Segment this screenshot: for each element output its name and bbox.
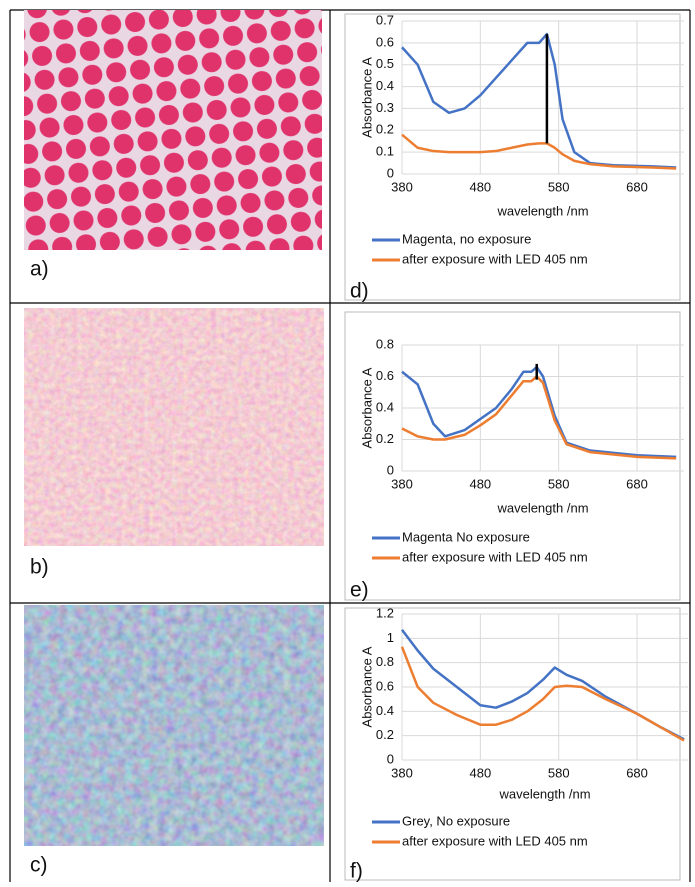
panel-label: f) (350, 860, 363, 882)
x-tick-label: 680 (626, 476, 648, 491)
y-axis-label: Absorbance A (359, 367, 374, 448)
y-tick-label: 0 (387, 751, 394, 766)
y-tick-label: 0.5 (376, 56, 394, 71)
data-line (401, 133, 677, 170)
x-axis-label: wavelength /nm (498, 786, 590, 801)
x-tick-label: 480 (469, 179, 491, 194)
y-tick-label: 1.2 (376, 605, 394, 620)
micrograph (24, 10, 322, 250)
panel-label: c) (30, 854, 48, 877)
y-tick-label: 0.4 (376, 78, 394, 93)
y-tick-label: 0.6 (376, 678, 394, 693)
panel-label: a) (30, 258, 49, 281)
y-tick-label: 0 (387, 165, 394, 180)
x-tick-label: 380 (391, 476, 413, 491)
x-tick-label: 480 (470, 765, 492, 780)
y-tick-label: 0.4 (376, 703, 394, 718)
y-tick-label: 0.7 (376, 12, 394, 27)
y-tick-label: 0.8 (376, 336, 394, 351)
data-line (401, 365, 677, 459)
x-tick-label: 580 (548, 765, 570, 780)
y-tick-label: 0.6 (376, 34, 394, 49)
y-tick-label: 0.4 (376, 399, 394, 414)
panel-label: e) (350, 579, 369, 602)
panel-label: b) (30, 556, 49, 579)
x-axis-label: wavelength /nm (496, 203, 588, 218)
data-line (401, 629, 685, 741)
legend-label: Magenta, no exposure (402, 231, 531, 246)
x-tick-label: 480 (469, 476, 491, 491)
legend-label: after exposure with LED 405 nm (402, 251, 588, 266)
y-tick-label: 0.2 (376, 431, 394, 446)
table-borders (9, 9, 691, 882)
data-line (400, 646, 685, 742)
x-axis-label: wavelength /nm (496, 500, 588, 515)
legend-label: Magenta No exposure (402, 529, 530, 544)
y-tick-label: 0 (387, 462, 394, 477)
legend-label: Grey, No exposure (402, 813, 510, 828)
y-axis-label: Absorbance A (359, 646, 374, 727)
y-tick-label: 0.2 (376, 727, 394, 742)
micrograph (24, 308, 324, 546)
y-tick-label: 1 (387, 630, 394, 645)
micrograph (24, 605, 324, 846)
x-tick-label: 580 (548, 179, 570, 194)
data-line (401, 375, 677, 460)
chart-frames (344, 13, 681, 881)
y-tick-label: 0.2 (376, 122, 394, 137)
y-tick-label: 0.1 (376, 144, 394, 159)
panel-label: d) (350, 280, 369, 303)
x-tick-label: 580 (548, 476, 570, 491)
y-tick-label: 0.8 (376, 654, 394, 669)
y-tick-label: 0.6 (376, 368, 394, 383)
y-axis-label: Absorbance A (359, 57, 374, 138)
x-tick-label: 680 (626, 179, 648, 194)
x-tick-label: 680 (626, 765, 648, 780)
legend-label: after exposure with LED 405 nm (402, 549, 588, 564)
y-tick-label: 0.3 (376, 100, 394, 115)
data-line (401, 32, 677, 169)
legend-label: after exposure with LED 405 nm (402, 833, 588, 848)
x-tick-label: 380 (391, 179, 413, 194)
x-tick-label: 380 (391, 765, 413, 780)
